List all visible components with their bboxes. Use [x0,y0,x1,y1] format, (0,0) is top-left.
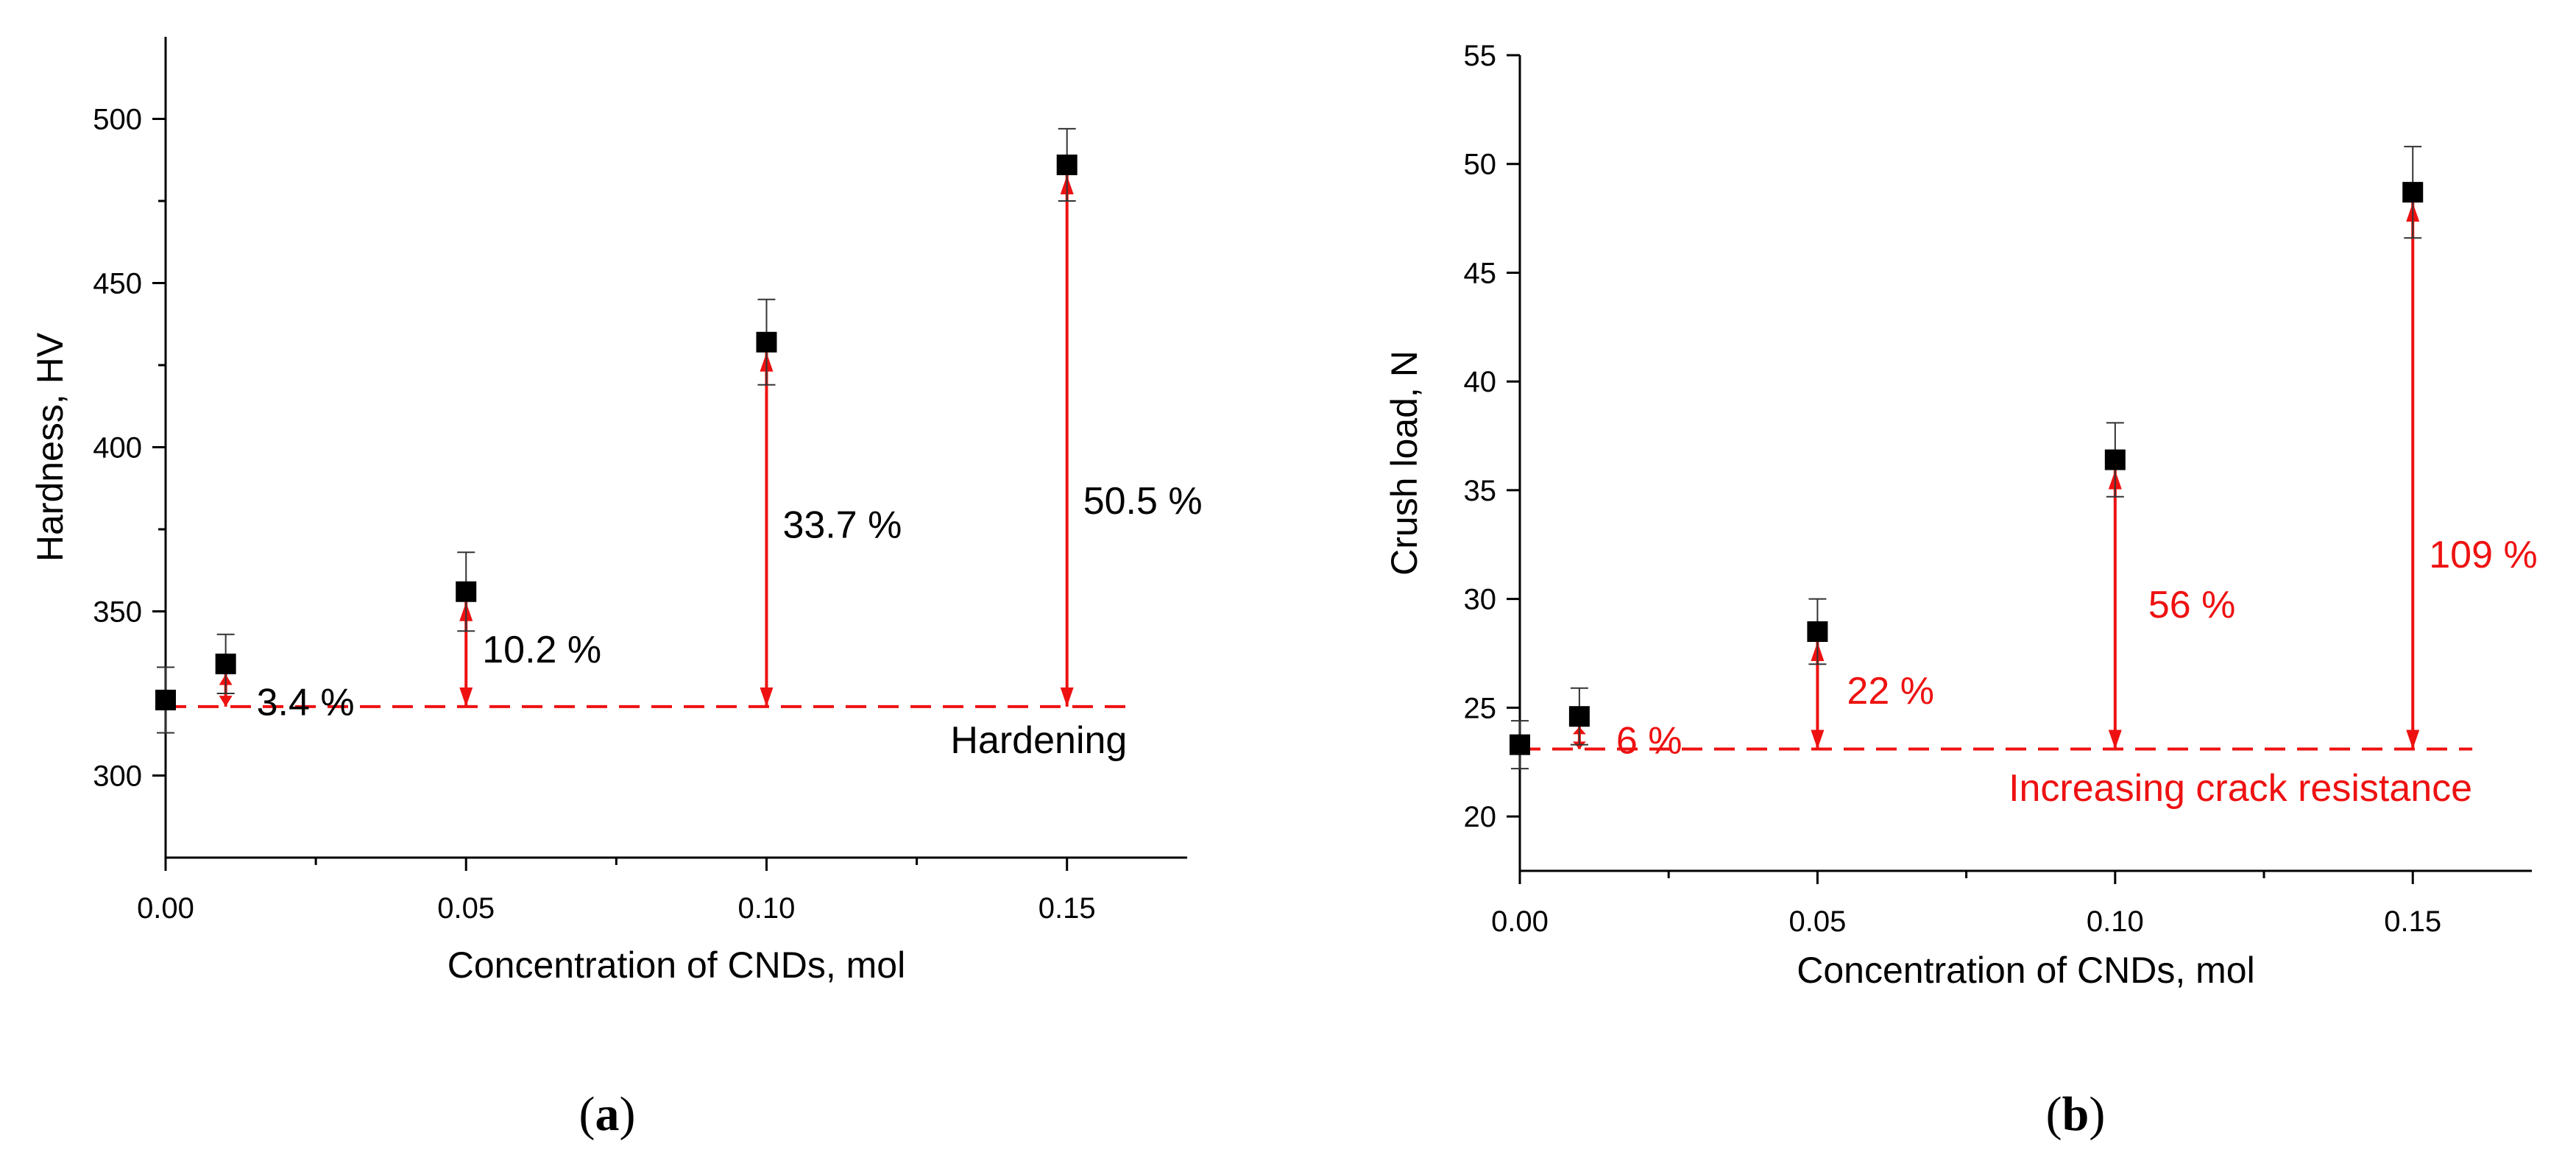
percent-annotation: 33.7 % [782,504,902,546]
arrow-head-down [1060,687,1074,707]
x-axis-title: Concentration of CNDs, mol [447,944,905,986]
panel-a: 300 350 400 450 500 0.00 0.05 0.10 0.15 Concentra… [29,37,1203,1141]
data-point [1510,734,1530,755]
y-tick-label: 35 [1464,475,1497,507]
y-axis-title: Crush load, N [1384,350,1425,576]
reference-label: Increasing crack resistance [2009,767,2472,810]
arrow-head-down [2108,730,2122,749]
panel-label-close-paren: ) [620,1087,636,1141]
y-tick-label: 55 [1464,40,1497,72]
arrow-head-down [459,687,473,707]
data-point [2104,449,2126,470]
y-tick-label: 45 [1464,257,1497,289]
y-tick-label: 40 [1464,366,1497,398]
arrow-head-down [2406,730,2420,749]
percent-annotation: 3.4 % [257,682,355,724]
x-tick-label: 0.00 [1491,905,1549,938]
panel-label-letter: a [595,1087,620,1141]
panel-label-close-paren: ) [2089,1087,2105,1141]
panel-label: (a) [579,1087,636,1141]
percent-annotation: 6 % [1616,719,1682,762]
panel-b: 20 25 30 35 40 45 50 55 0.00 0.05 0.10 0.15 Concentr… [1384,40,2538,1141]
x-tick-label: 0.10 [738,892,796,925]
percent-annotation: 56 % [2148,584,2236,626]
y-tick-label: 25 [1464,692,1497,724]
y-tick-label: 50 [1464,149,1497,181]
percent-annotation: 10.2 % [482,629,601,671]
y-tick-label: 300 [93,760,142,793]
panel-label-open-paren: ( [2046,1087,2062,1141]
y-tick-label: 450 [93,268,142,300]
data-point [1056,154,1078,175]
panel-label-open-paren: ( [579,1087,595,1141]
x-tick-label: 0.05 [437,892,495,925]
y-axis-title: Hardness, HV [29,332,71,562]
panel-label-letter: b [2062,1087,2090,1141]
data-point [456,581,477,602]
y-tick-label: 30 [1464,584,1497,616]
percent-annotation: 22 % [1847,670,1934,713]
y-tick-label: 350 [93,596,142,629]
arrow-head-down [219,696,233,707]
x-tick-label: 0.10 [2087,905,2144,938]
y-tick-label: 500 [93,104,142,136]
x-tick-label: 0.15 [1038,892,1096,925]
reference-label: Hardening [950,719,1127,762]
data-point [1568,706,1590,727]
x-tick-label: 0.00 [137,892,194,925]
percent-annotation: 109 % [2429,534,2537,576]
x-tick-label: 0.15 [2384,905,2441,938]
y-tick-label: 20 [1464,801,1497,833]
data-point [1807,621,1828,642]
data-point [756,331,777,353]
panel-label: (b) [2046,1087,2106,1141]
data-point [155,689,176,710]
percent-annotation: 50.5 % [1083,480,1203,523]
x-axis-title: Concentration of CNDs, mol [1797,950,2254,991]
data-point [215,653,236,674]
y-tick-label: 400 [93,432,142,465]
x-tick-label: 0.05 [1788,905,1846,938]
arrow-head-down [760,687,774,707]
arrow-head-down [1811,730,1825,749]
data-point [2402,182,2424,203]
